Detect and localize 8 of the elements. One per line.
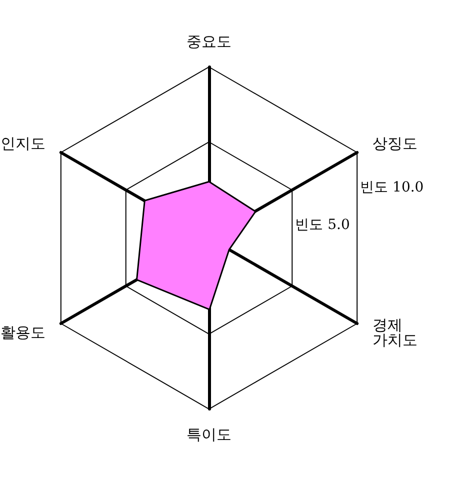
spoke-label: 상징도 [372, 134, 418, 152]
spoke-label: 경제 가치도 [372, 316, 418, 349]
spoke-label: 특이도 [186, 426, 232, 444]
spoke-label: 중요도 [186, 32, 232, 50]
y-tick-label: 빈도 5.0 [295, 217, 350, 233]
spoke-label: 인지도 [0, 134, 46, 152]
spoke-label: 활용도 [0, 324, 46, 342]
y-tick-label: 빈도 10.0 [360, 180, 424, 196]
